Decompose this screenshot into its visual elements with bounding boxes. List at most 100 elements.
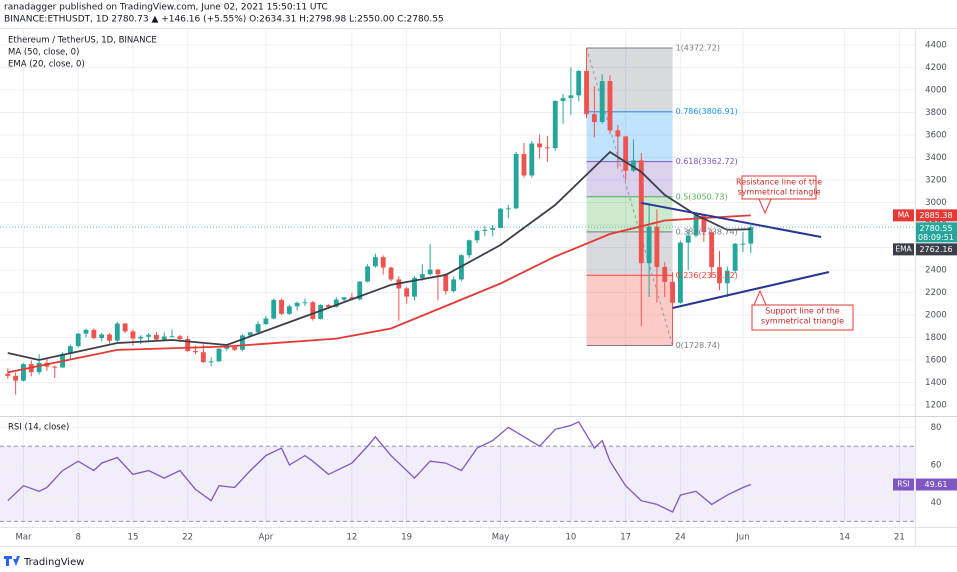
candle-body	[693, 215, 699, 236]
y-tick-label: 4200	[925, 63, 947, 73]
candle-body	[623, 136, 629, 171]
x-tick-label: 15	[128, 533, 139, 543]
fib-label: 0.5(3050.73)	[676, 192, 728, 201]
candle-body	[717, 267, 722, 284]
fib-label: 1(4372.72)	[676, 44, 720, 53]
callout-text: Resistance line of the	[736, 178, 822, 187]
rsi-line	[7, 420, 752, 513]
candle-body	[529, 143, 535, 176]
fib-label: 0(1728.74)	[676, 341, 720, 350]
last-price-tag-countdown: 08:09:51	[918, 233, 954, 242]
candle-body	[513, 153, 519, 209]
candle-body	[67, 346, 73, 354]
candle-body	[208, 361, 214, 363]
candle-body	[474, 230, 480, 241]
fib-band	[586, 111, 673, 162]
candle-body	[724, 270, 730, 284]
price-pane	[0, 30, 915, 415]
last-price-tag-value: 2780.55	[919, 224, 952, 233]
candle-body	[52, 366, 58, 368]
candle-body	[333, 299, 339, 307]
callout-text: Support line of the	[765, 307, 840, 316]
candle-body	[372, 257, 378, 267]
candle-body	[709, 232, 715, 268]
candle-body	[302, 302, 308, 304]
rsi-tag-label-bg	[893, 478, 914, 491]
candle-body	[114, 323, 120, 341]
indicator-line	[7, 214, 751, 374]
candle-body	[161, 336, 167, 340]
fib-band	[586, 275, 673, 346]
candle-body	[153, 334, 159, 340]
candle-body	[451, 279, 457, 292]
candle-body	[490, 228, 496, 230]
fib-label: 0.382(2738.74)	[676, 227, 738, 236]
ma-tag-label-bg	[893, 209, 914, 222]
y-tick-label: 40	[931, 498, 942, 508]
candle-body	[169, 336, 175, 338]
trendline	[672, 271, 830, 309]
candle-body	[537, 143, 543, 148]
candle-body	[748, 227, 754, 244]
candle-body	[99, 334, 105, 339]
candle-body	[5, 373, 11, 376]
y-tick-label: 2000	[925, 310, 947, 320]
candle-body	[271, 299, 277, 319]
logo[interactable]: TradingView	[4, 556, 84, 568]
rsi-tag-label: RSI	[897, 480, 909, 489]
candle-body	[326, 305, 331, 307]
rsi-title: RSI (14, close)	[8, 423, 69, 433]
ema-tag-label: EMA	[895, 244, 912, 253]
logo-text: TradingView	[23, 557, 84, 568]
x-tick-label: Jun	[735, 533, 749, 543]
x-tick-label: 22	[182, 533, 193, 543]
y-tick-label: 1200	[925, 400, 947, 410]
candle-body	[482, 229, 488, 231]
candle-body	[122, 323, 128, 332]
x-tick-label: Mar	[15, 533, 32, 543]
y-tick-label: 2200	[925, 288, 947, 298]
x-tick-label: 14	[839, 533, 850, 543]
candle-body	[404, 288, 410, 297]
x-tick-label: May	[492, 533, 510, 543]
callout-text: symmetrical triangle	[738, 188, 821, 197]
candle-body	[662, 266, 668, 282]
x-tick-label: 12	[347, 533, 358, 543]
trendline	[641, 201, 822, 238]
last-price-tag-bg	[916, 222, 957, 243]
y-tick-label: 1800	[925, 333, 947, 343]
candle-body	[294, 302, 300, 307]
ma-tag-bg	[916, 209, 957, 222]
rsi-band	[0, 446, 915, 522]
candle-body	[412, 277, 417, 297]
candle-body	[279, 299, 284, 314]
y-tick-label: 4000	[925, 85, 947, 95]
y-tick-label: 4400	[925, 40, 947, 50]
candle-body	[388, 267, 394, 280]
ma-tag-value: 2885.38	[919, 211, 952, 220]
candle-body	[255, 324, 261, 333]
candle-body	[560, 98, 566, 101]
rsi-pane	[0, 418, 915, 527]
callout-box	[741, 175, 817, 215]
legend-entry: EMA (20, close, 0)	[8, 60, 85, 70]
candle-body	[591, 114, 597, 123]
fib-band	[586, 196, 673, 232]
y-tick-label: 2400	[925, 265, 947, 275]
legend-entry: MA (50, close, 0)	[8, 48, 79, 58]
candle-body	[146, 334, 152, 337]
candle-body	[185, 338, 191, 351]
candle-body	[732, 243, 738, 271]
candle-body	[263, 318, 269, 325]
candle-body	[13, 375, 19, 381]
symbol-info: BINANCE:ETHUSDT, 1D 2780.73 ▲ +146.16 (+…	[4, 15, 444, 25]
candle-body	[568, 95, 574, 99]
candle-body	[521, 153, 527, 176]
candle-body	[638, 160, 644, 264]
candle-body	[646, 226, 652, 264]
candle-body	[670, 281, 675, 303]
candle-body	[286, 306, 292, 314]
ema-tag-value: 2762.16	[919, 245, 952, 254]
candle-body	[177, 336, 183, 339]
fib-band	[586, 161, 673, 197]
